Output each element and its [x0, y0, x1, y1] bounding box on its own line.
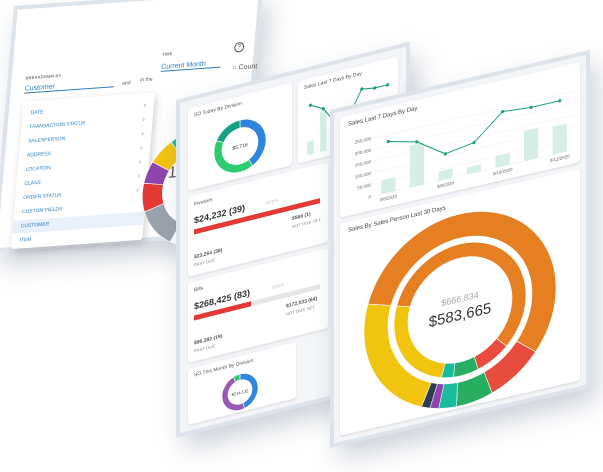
overview-charts: $5,716 $214,132 — [213, 83, 391, 411]
line-point — [386, 139, 390, 144]
back-chart — [142, 128, 259, 247]
time-select[interactable]: Current Month — [160, 59, 222, 72]
grid-line — [374, 114, 574, 162]
card-title: SO Today By Division — [194, 100, 242, 119]
y-tick-label: 100,000 — [355, 171, 372, 180]
help-icon[interactable]: ? — [233, 41, 245, 53]
chevron: › — [143, 102, 147, 110]
grid-line — [374, 91, 574, 139]
total-label: OPEN — [266, 197, 279, 206]
line-point — [385, 83, 390, 87]
y-tick-label: 250,000 — [355, 136, 372, 145]
bar — [409, 142, 425, 188]
x-tick-label: 3/10/2020 — [493, 167, 513, 177]
y-tick-label: 150,000 — [355, 159, 372, 168]
breakdown-menu: DATE › TRANSACTION STATUS › SALESPERSON › ADDR… — [10, 92, 156, 250]
line-point — [443, 152, 448, 156]
chevron: › — [137, 172, 141, 180]
chevron: › — [140, 130, 144, 138]
sales-charts: 250,000 200,000 150,000 100,000 50,000 0 3/6/2… — [355, 91, 574, 409]
center-value: $5,716 — [232, 142, 247, 152]
chevron: › — [139, 144, 143, 152]
donut-segment — [363, 303, 432, 408]
y-tick-label: 50,000 — [357, 182, 371, 190]
bar — [524, 127, 539, 162]
x-tick-label: 3/6/2020 — [380, 193, 398, 202]
card-title: Sales Last 7 Days By Day — [304, 70, 362, 92]
line-point — [360, 87, 364, 91]
donut-segment — [367, 211, 557, 353]
y-tick-label: 0 — [369, 194, 372, 200]
line-point — [308, 103, 313, 107]
bar — [552, 123, 567, 155]
breakdown-select[interactable]: Customer — [24, 79, 115, 94]
x-tick-label: 3/8/2020 — [437, 180, 455, 189]
donut-segment — [393, 305, 446, 378]
bar — [320, 110, 327, 153]
grid-line — [374, 137, 574, 185]
bar — [466, 164, 482, 175]
count-radio[interactable]: ○ Count — [232, 63, 258, 72]
card-title: Invoices — [194, 196, 213, 208]
donut-segment — [216, 119, 241, 143]
card-title: Bills — [194, 285, 204, 294]
time-label: TIME — [162, 50, 173, 57]
card-title: Sales Last 7 Days By Day — [348, 105, 418, 128]
grid-line — [374, 126, 574, 173]
line-point — [529, 105, 533, 110]
line-point — [472, 140, 476, 145]
chevron: › — [136, 186, 139, 195]
bar — [381, 176, 396, 195]
and-text: and — [121, 80, 131, 87]
line-point — [373, 86, 377, 90]
x-tick-label: 3/12/2020 — [550, 154, 570, 164]
bar — [307, 140, 314, 156]
bar — [438, 168, 453, 182]
in-the-text: in the — [139, 76, 153, 84]
chevron: › — [142, 116, 146, 124]
count-label: Count — [238, 63, 258, 72]
bar — [495, 152, 510, 168]
y-tick-label: 200,000 — [355, 148, 372, 157]
line-point — [321, 107, 325, 111]
donut-segment — [232, 373, 241, 383]
center-value: $214,132 — [232, 388, 249, 397]
line-point — [415, 140, 419, 144]
chevron: › — [138, 158, 142, 166]
line-point — [558, 99, 562, 103]
sales-panel: Sales Last 7 Days By Day Sales By Sales … — [330, 49, 590, 448]
total-label: OPEN — [272, 282, 285, 291]
breakdown-label: BREAKDOWN BY — [25, 72, 62, 81]
line-point — [500, 109, 505, 114]
